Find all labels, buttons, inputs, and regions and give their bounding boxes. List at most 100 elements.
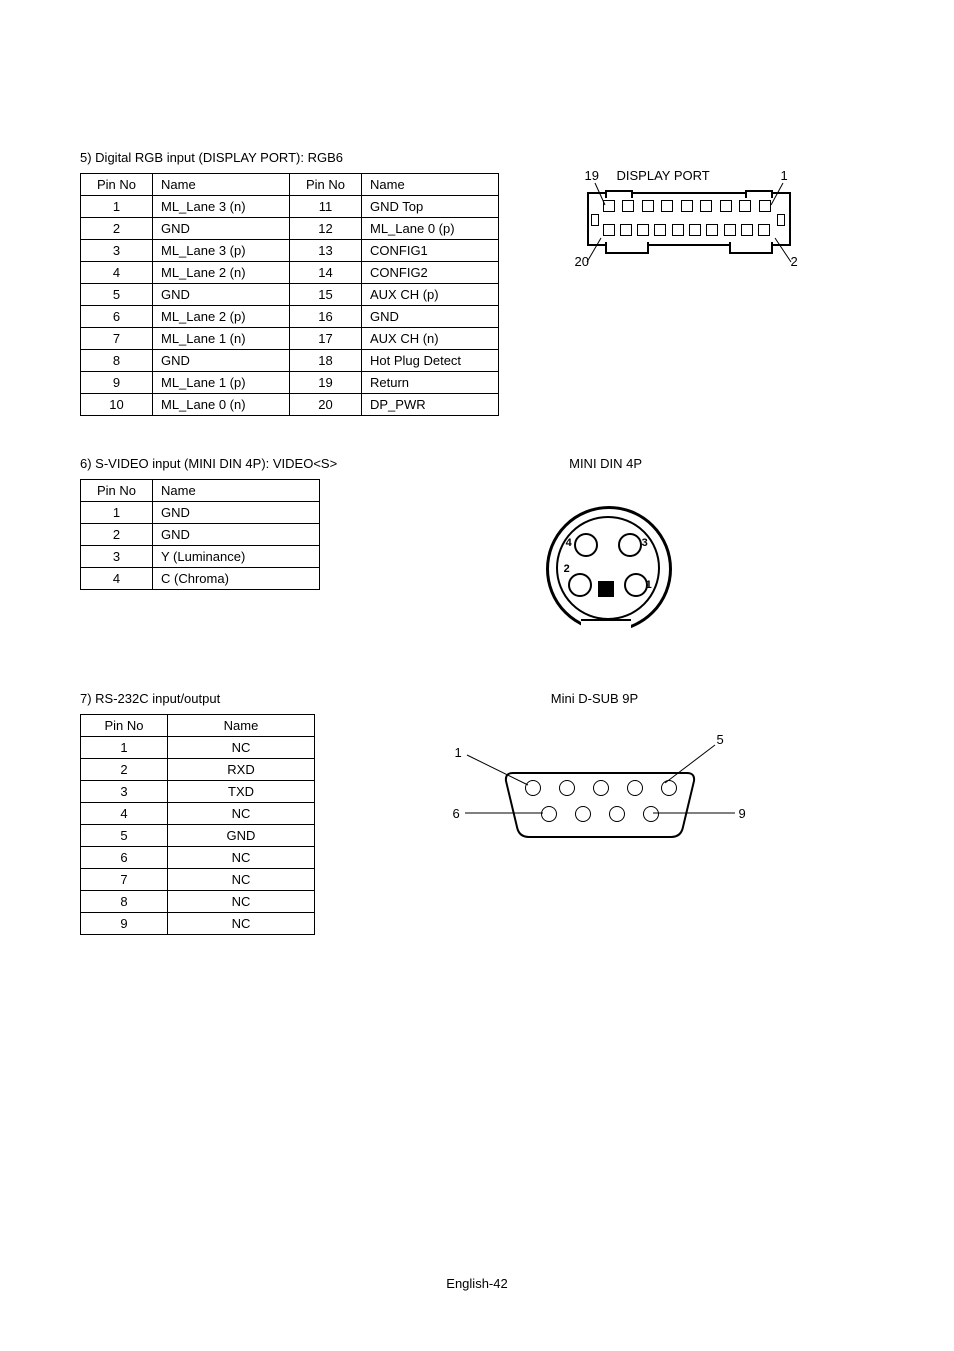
cell: Return — [362, 372, 499, 394]
displayport-connector-diagram: 19 DISPLAY PORT 1 20 2 — [547, 150, 827, 290]
section-7-row: 7) RS-232C input/output Pin No Name 1NC … — [80, 691, 874, 935]
cell: C (Chroma) — [153, 568, 320, 590]
cell: ML_Lane 3 (p) — [153, 240, 290, 262]
cell: 16 — [290, 306, 362, 328]
cell: GND — [153, 350, 290, 372]
cell: GND Top — [362, 196, 499, 218]
th-pin-no: Pin No — [81, 480, 153, 502]
cell: 4 — [81, 803, 168, 825]
cell: GND — [153, 218, 290, 240]
section-5-row: 5) Digital RGB input (DISPLAY PORT): RGB… — [80, 150, 874, 416]
cell: GND — [153, 502, 320, 524]
dsub-label-6: 6 — [453, 806, 460, 821]
section-6-left: 6) S-VIDEO input (MINI DIN 4P): VIDEO<S>… — [80, 456, 337, 590]
table-row: 7ML_Lane 1 (n)17AUX CH (n) — [81, 328, 499, 350]
cell: NC — [168, 891, 315, 913]
cell: 1 — [81, 196, 153, 218]
cell: NC — [168, 847, 315, 869]
dp-label-2: 2 — [791, 254, 798, 269]
cell: 1 — [81, 502, 153, 524]
table-displayport-pinout: Pin No Name Pin No Name 1ML_Lane 3 (n)11… — [80, 173, 499, 416]
cell: ML_Lane 2 (p) — [153, 306, 290, 328]
table-row: 1ML_Lane 3 (n)11GND Top — [81, 196, 499, 218]
cell: GND — [362, 306, 499, 328]
dsub-label-1: 1 — [455, 745, 462, 760]
dsub-label-5: 5 — [717, 732, 724, 747]
cell: 3 — [81, 546, 153, 568]
cell: 2 — [81, 524, 153, 546]
cell: 8 — [81, 891, 168, 913]
cell: Hot Plug Detect — [362, 350, 499, 372]
cell: 1 — [81, 737, 168, 759]
section-7-title: 7) RS-232C input/output — [80, 691, 315, 706]
cell: AUX CH (p) — [362, 284, 499, 306]
cell: 13 — [290, 240, 362, 262]
mini-dsub-diagram: Mini D-SUB 9P — [415, 691, 775, 870]
section-6-title: 6) S-VIDEO input (MINI DIN 4P): VIDEO<S> — [80, 456, 337, 471]
cell: 5 — [81, 825, 168, 847]
cell: NC — [168, 869, 315, 891]
table-row: 5GND — [81, 825, 315, 847]
din-pin-3: 3 — [642, 537, 648, 549]
cell: 18 — [290, 350, 362, 372]
th-name: Name — [362, 174, 499, 196]
cell: AUX CH (n) — [362, 328, 499, 350]
table-row: 4NC — [81, 803, 315, 825]
cell: 4 — [81, 262, 153, 284]
section-7-left: 7) RS-232C input/output Pin No Name 1NC … — [80, 691, 315, 935]
cell: TXD — [168, 781, 315, 803]
dsub-label-9: 9 — [739, 806, 746, 821]
cell: 2 — [81, 218, 153, 240]
th-name: Name — [153, 174, 290, 196]
cell: 6 — [81, 847, 168, 869]
table-row: 8NC — [81, 891, 315, 913]
cell: NC — [168, 737, 315, 759]
cell: GND — [168, 825, 315, 847]
th-name: Name — [168, 715, 315, 737]
cell: 10 — [81, 394, 153, 416]
table-rs232-pinout: Pin No Name 1NC 2RXD 3TXD 4NC 5GND 6NC 7… — [80, 714, 315, 935]
section-5-left: 5) Digital RGB input (DISPLAY PORT): RGB… — [80, 150, 499, 416]
table-row: 2GND — [81, 524, 320, 546]
section-6-diagram-col: MINI DIN 4P 4 3 2 1 — [337, 456, 874, 651]
cell: CONFIG2 — [362, 262, 499, 284]
table-row: 3ML_Lane 3 (p)13CONFIG1 — [81, 240, 499, 262]
cell: ML_Lane 3 (n) — [153, 196, 290, 218]
cell: 7 — [81, 328, 153, 350]
table-row: 9ML_Lane 1 (p)19Return — [81, 372, 499, 394]
section-5-diagram-col: 19 DISPLAY PORT 1 20 2 — [499, 150, 874, 290]
table-row: 1NC — [81, 737, 315, 759]
cell: 17 — [290, 328, 362, 350]
cell: 15 — [290, 284, 362, 306]
cell: CONFIG1 — [362, 240, 499, 262]
table-row: 7NC — [81, 869, 315, 891]
table-row: 2RXD — [81, 759, 315, 781]
table-row: 6ML_Lane 2 (p)16GND — [81, 306, 499, 328]
table-row: 8GND18Hot Plug Detect — [81, 350, 499, 372]
cell: Y (Luminance) — [153, 546, 320, 568]
cell: 11 — [290, 196, 362, 218]
cell: GND — [153, 524, 320, 546]
table-row: 6NC — [81, 847, 315, 869]
cell: 9 — [81, 913, 168, 935]
mini-din-diagram: MINI DIN 4P 4 3 2 1 — [526, 456, 686, 651]
cell: 2 — [81, 759, 168, 781]
cell: 6 — [81, 306, 153, 328]
section-7-diagram-col: Mini D-SUB 9P — [315, 691, 874, 870]
cell: 19 — [290, 372, 362, 394]
cell: DP_PWR — [362, 394, 499, 416]
page-footer: English-42 — [0, 1276, 954, 1291]
table-row: 2GND12ML_Lane 0 (p) — [81, 218, 499, 240]
table-row: 3TXD — [81, 781, 315, 803]
cell: ML_Lane 1 (p) — [153, 372, 290, 394]
cell: ML_Lane 0 (p) — [362, 218, 499, 240]
dp-label-20: 20 — [575, 254, 589, 269]
th-name: Name — [153, 480, 320, 502]
cell: 14 — [290, 262, 362, 284]
cell: 3 — [81, 240, 153, 262]
section-5-title: 5) Digital RGB input (DISPLAY PORT): RGB… — [80, 150, 499, 165]
cell: GND — [153, 284, 290, 306]
cell: 5 — [81, 284, 153, 306]
mini-dsub-label: Mini D-SUB 9P — [415, 691, 775, 706]
table-row: 1GND — [81, 502, 320, 524]
